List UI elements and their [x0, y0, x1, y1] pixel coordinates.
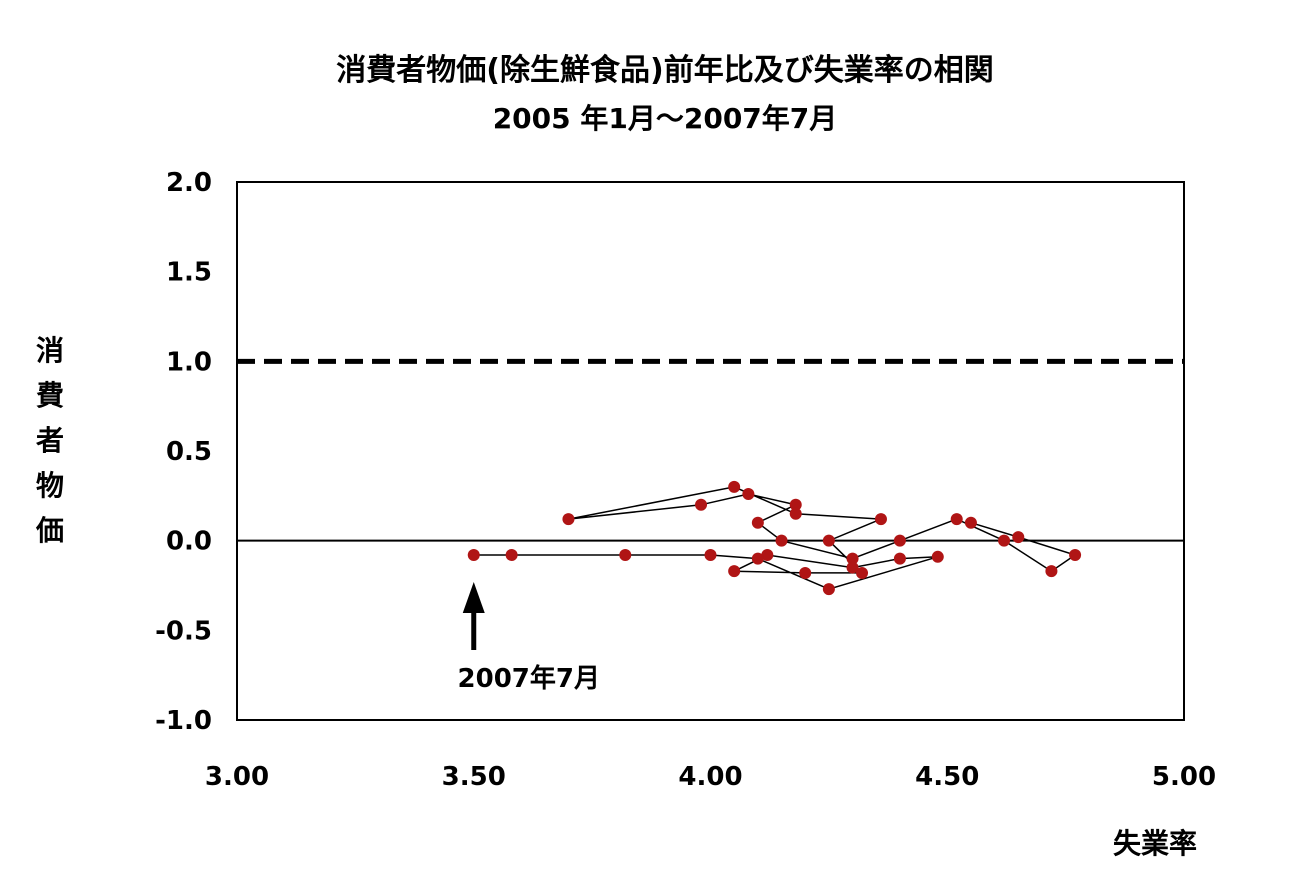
data-point [761, 549, 774, 562]
arrow-head [462, 582, 485, 614]
data-point [998, 534, 1011, 547]
y-tick-label: -1.0 [155, 706, 212, 736]
data-point [822, 583, 835, 596]
data-point [751, 516, 764, 529]
data-point [1012, 531, 1025, 544]
y-tick-label: 0.5 [166, 437, 212, 467]
data-point [775, 534, 788, 547]
data-point [728, 480, 741, 493]
data-point [704, 549, 717, 562]
data-point [789, 498, 802, 511]
x-tick-label: 3.00 [205, 762, 269, 792]
y-tick-label: 2.0 [166, 168, 212, 198]
data-point [931, 550, 944, 563]
data-point [505, 549, 518, 562]
data-point [846, 561, 859, 574]
chart-title: 消費者物価(除生鮮食品)前年比及び失業率の相関 [336, 53, 993, 88]
y-tick-label: 1.0 [166, 347, 212, 377]
data-point [695, 498, 708, 511]
series-points [467, 480, 1082, 596]
data-point [562, 513, 575, 526]
chart-subtitle: 2005 年1月～2007年7月 [493, 102, 838, 135]
data-point [799, 566, 812, 579]
data-point [1045, 565, 1058, 578]
data-point [789, 507, 802, 520]
data-point [893, 552, 906, 565]
data-point [822, 534, 835, 547]
annotation-label: 2007年7月 [458, 663, 600, 694]
y-axis-label: 消費者物価 [35, 334, 64, 547]
data-point [964, 516, 977, 529]
data-point [893, 534, 906, 547]
data-point [874, 513, 887, 526]
x-tick-label: 4.50 [915, 762, 979, 792]
annotation-arrow [462, 582, 485, 651]
y-tick-label: 0.0 [166, 527, 212, 557]
plot-area [236, 181, 1185, 721]
data-point [728, 565, 741, 578]
x-tick-label: 3.50 [442, 762, 506, 792]
data-point [742, 488, 755, 501]
x-tick-label: 5.00 [1152, 762, 1216, 792]
y-tick-label: 1.5 [166, 258, 212, 288]
x-tick-label: 4.00 [678, 762, 742, 792]
data-point [846, 552, 859, 565]
x-axis-label: 失業率 [1113, 827, 1197, 860]
data-point [1069, 549, 1082, 562]
data-point [751, 552, 764, 565]
data-point [467, 549, 480, 562]
data-point [856, 566, 869, 579]
y-tick-label: -0.5 [155, 616, 212, 646]
data-point [619, 549, 632, 562]
y-axis-ticks: 2.0 1.5 1.0 0.5 0.0 -0.5 -1.0 [155, 168, 212, 736]
data-point [950, 513, 963, 526]
x-axis-ticks: 3.00 3.50 4.00 4.50 5.00 [205, 762, 1216, 792]
